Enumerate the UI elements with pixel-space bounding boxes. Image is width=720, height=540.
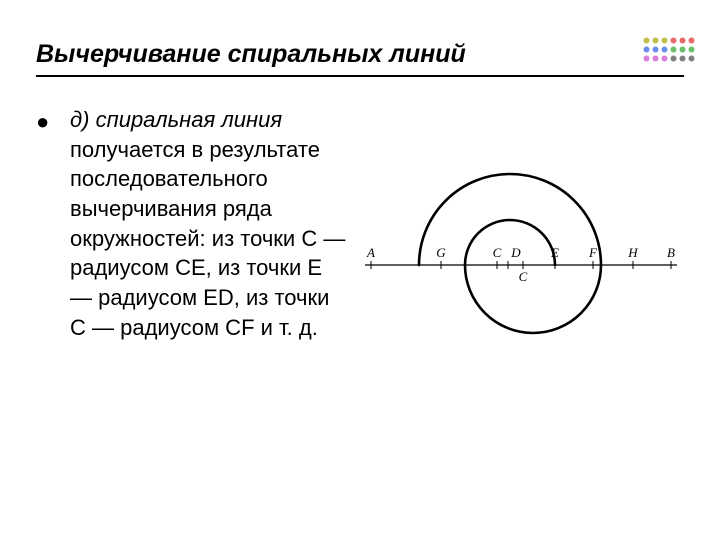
bullet: ●: [36, 105, 62, 135]
svg-text:E: E: [550, 245, 559, 260]
svg-text:C: C: [519, 269, 528, 284]
svg-text:G: G: [436, 245, 446, 260]
body-text: д) спиральная линия получается в результ…: [70, 105, 350, 343]
svg-text:B: B: [667, 245, 675, 260]
page-title: Вычерчивание спиральных линий: [36, 40, 684, 77]
decorative-corner-dots: [642, 36, 696, 68]
content-row: ● д) спиральная линия получается в резул…: [36, 105, 684, 385]
svg-text:C: C: [493, 245, 502, 260]
svg-text:D: D: [510, 245, 521, 260]
lead-text: д) спиральная линия: [70, 107, 282, 132]
svg-text:F: F: [588, 245, 598, 260]
svg-text:H: H: [627, 245, 638, 260]
rest-text: получается в результате последовательног…: [70, 137, 345, 340]
svg-text:A: A: [366, 245, 375, 260]
figure-column: A G CDC E F H B: [358, 105, 684, 385]
spiral-diagram: A G CDC E F H B: [361, 145, 681, 385]
